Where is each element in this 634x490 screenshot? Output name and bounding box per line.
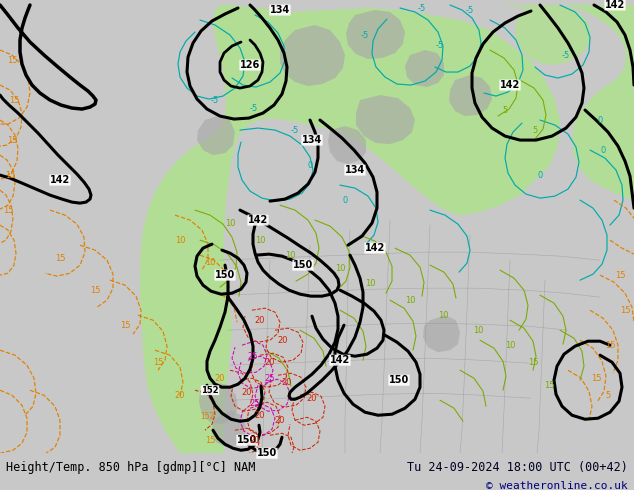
Text: 20: 20	[281, 378, 292, 387]
Text: 15: 15	[3, 206, 13, 215]
Text: 20: 20	[255, 316, 265, 325]
Text: 20: 20	[215, 374, 225, 383]
Text: © weatheronline.co.uk: © weatheronline.co.uk	[486, 481, 628, 490]
Text: Tu 24-09-2024 18:00 UTC (00+42): Tu 24-09-2024 18:00 UTC (00+42)	[407, 461, 628, 474]
Polygon shape	[500, 5, 590, 65]
Text: -5: -5	[466, 5, 474, 15]
Text: 0: 0	[597, 116, 603, 124]
Polygon shape	[405, 50, 444, 87]
Polygon shape	[280, 25, 345, 86]
Text: 10: 10	[335, 264, 346, 272]
Polygon shape	[565, 5, 634, 200]
Text: 25: 25	[248, 352, 258, 361]
Text: 5: 5	[533, 125, 538, 135]
Text: 142: 142	[605, 0, 625, 10]
Text: 142: 142	[248, 215, 268, 225]
Text: 10: 10	[437, 311, 448, 319]
Text: 15: 15	[7, 55, 17, 65]
Text: 152: 152	[200, 412, 214, 421]
Text: 15: 15	[527, 358, 538, 367]
Text: 150: 150	[257, 448, 277, 458]
Text: 20: 20	[278, 336, 288, 344]
Text: 142: 142	[50, 175, 70, 185]
Text: 10: 10	[473, 326, 483, 335]
Text: Height/Temp. 850 hPa [gdmp][°C] NAM: Height/Temp. 850 hPa [gdmp][°C] NAM	[6, 461, 256, 474]
Text: 15: 15	[9, 96, 19, 104]
Text: -5: -5	[436, 41, 444, 49]
Text: 15: 15	[205, 436, 216, 445]
Text: 5: 5	[502, 105, 508, 115]
Text: 142: 142	[330, 355, 350, 365]
Text: 0: 0	[600, 146, 605, 154]
Text: 150: 150	[389, 375, 409, 385]
Text: 25: 25	[265, 374, 275, 383]
Text: 126: 126	[240, 60, 260, 70]
Text: 0: 0	[342, 196, 347, 205]
Text: 134: 134	[270, 5, 290, 15]
Text: 10: 10	[175, 236, 185, 245]
Text: 20: 20	[175, 391, 185, 400]
Polygon shape	[423, 315, 460, 352]
Text: -5: -5	[291, 125, 299, 135]
Text: 15: 15	[605, 341, 615, 350]
Text: 15: 15	[153, 358, 163, 367]
Text: 10: 10	[285, 251, 295, 260]
Text: 20: 20	[250, 436, 260, 445]
Text: 20: 20	[275, 416, 285, 425]
Text: -5: -5	[562, 50, 570, 59]
Text: 15: 15	[55, 254, 65, 263]
Text: 152: 152	[201, 386, 219, 395]
Text: 15: 15	[591, 374, 601, 383]
Text: -5: -5	[361, 30, 369, 40]
Text: 10: 10	[255, 236, 265, 245]
Text: -5: -5	[418, 3, 426, 13]
Polygon shape	[328, 126, 366, 164]
Text: 142: 142	[500, 80, 520, 90]
Polygon shape	[449, 75, 492, 116]
Text: 15: 15	[120, 320, 130, 330]
Text: 15: 15	[620, 306, 630, 315]
Text: 20: 20	[265, 358, 275, 367]
Text: 150: 150	[293, 260, 313, 270]
Text: 134: 134	[302, 135, 322, 145]
Text: 5: 5	[605, 391, 611, 400]
Text: 15: 15	[615, 270, 625, 280]
Text: -5: -5	[250, 103, 258, 113]
Text: 15: 15	[7, 136, 17, 145]
Text: 10: 10	[505, 341, 515, 350]
Polygon shape	[356, 95, 415, 144]
Polygon shape	[199, 382, 238, 424]
Polygon shape	[140, 5, 560, 453]
Polygon shape	[212, 410, 246, 447]
Text: 25: 25	[250, 399, 260, 408]
Text: 10: 10	[205, 258, 216, 267]
Text: 0: 0	[307, 161, 313, 170]
Text: 10: 10	[404, 295, 415, 305]
Polygon shape	[346, 10, 405, 59]
Text: 15: 15	[544, 381, 554, 390]
Text: 10: 10	[224, 219, 235, 228]
Text: 134: 134	[345, 165, 365, 175]
Polygon shape	[197, 115, 235, 155]
Text: 150: 150	[237, 435, 257, 445]
Text: 20: 20	[307, 394, 317, 403]
Text: 15: 15	[4, 171, 15, 180]
Text: 142: 142	[365, 243, 385, 253]
Text: 20: 20	[242, 388, 252, 397]
Text: -5: -5	[211, 96, 219, 104]
Text: 150: 150	[215, 270, 235, 280]
Text: 10: 10	[365, 279, 375, 288]
Text: 20: 20	[255, 411, 265, 420]
Text: 0: 0	[538, 171, 543, 180]
Text: 15: 15	[90, 286, 100, 294]
